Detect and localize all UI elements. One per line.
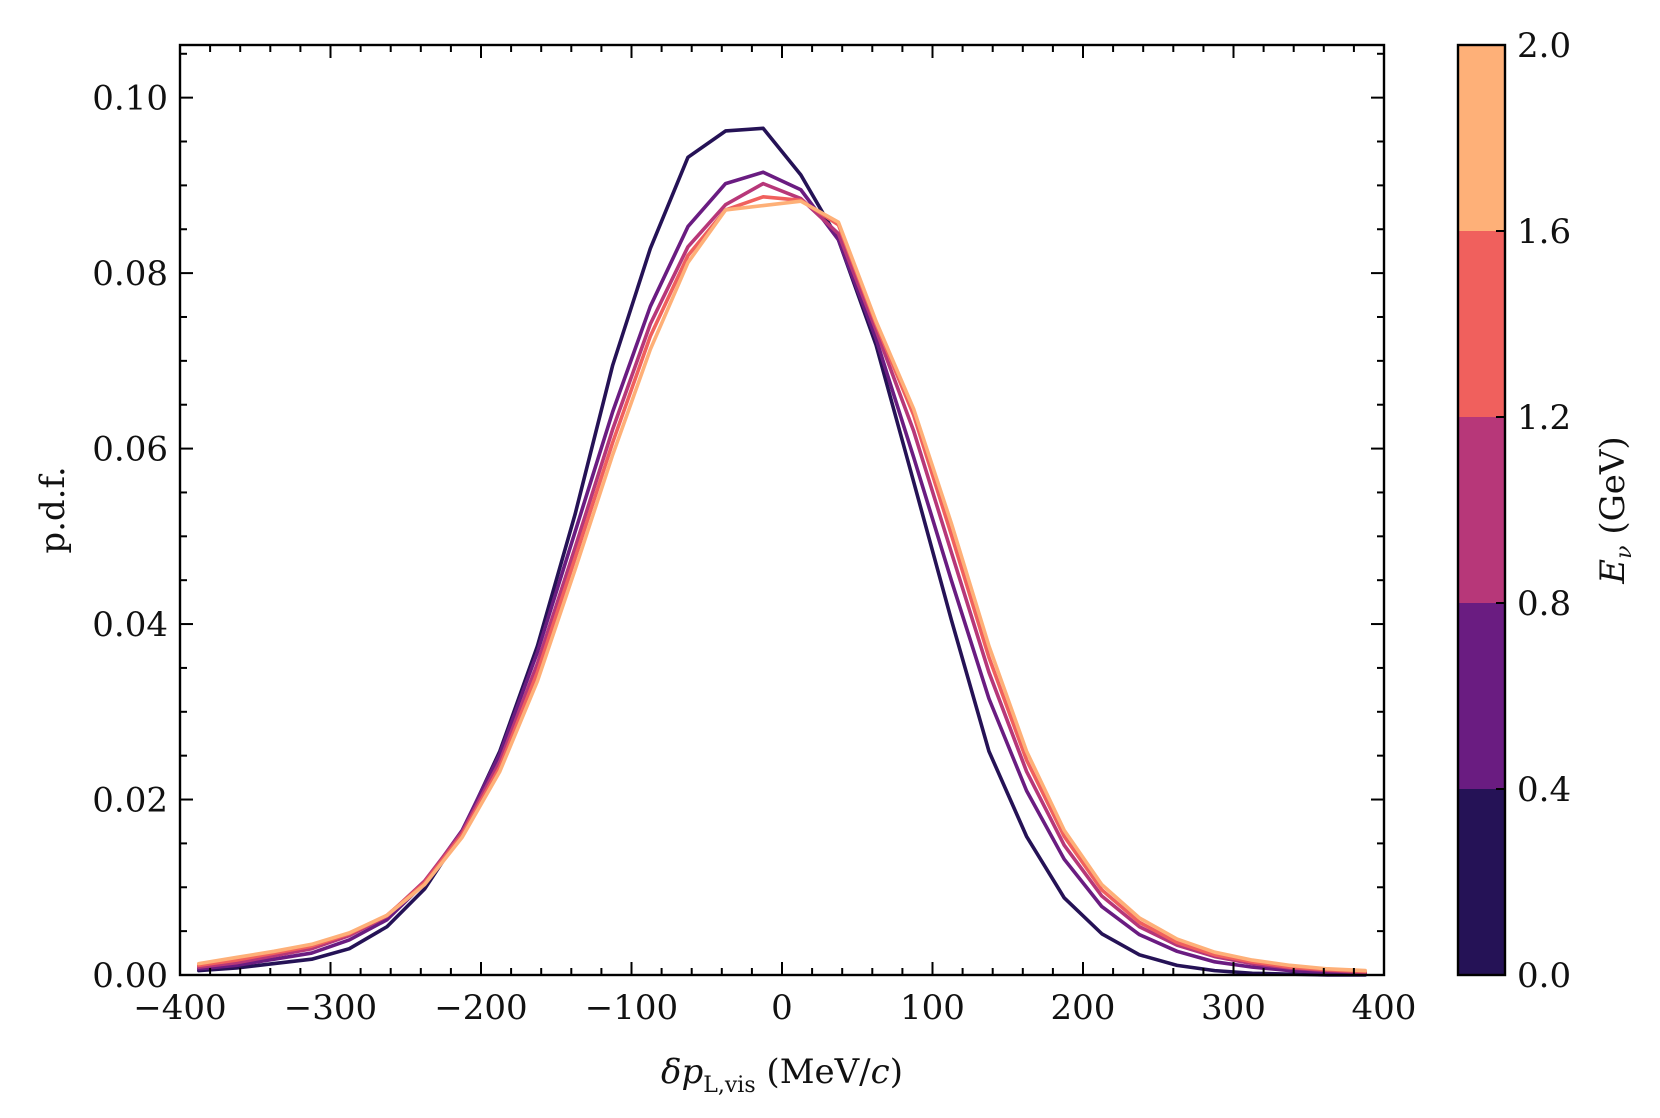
series-layer xyxy=(197,126,1367,977)
ticks-layer: −400 −300 −200 −100 0 100 200 300 400 0.00 0.02 0.0… xyxy=(92,45,1416,1028)
colorbar-segment xyxy=(1458,231,1505,417)
series-line-4 xyxy=(197,199,1367,973)
colorbar-tick-label: 2.0 xyxy=(1517,26,1571,66)
y-tick-label: 0.02 xyxy=(92,781,168,821)
y-tick-label: 0.00 xyxy=(92,956,168,996)
colorbar-tick-label: 0.0 xyxy=(1517,956,1571,996)
x-tick-label: −300 xyxy=(284,988,377,1028)
colorbar-tick-label: 0.8 xyxy=(1517,584,1571,624)
colorbar-segment xyxy=(1458,789,1505,975)
colorbar-tick-label: 1.6 xyxy=(1517,212,1571,252)
y-tick-label: 0.10 xyxy=(92,79,168,119)
colorbar-label: Eν (GeV) xyxy=(1593,436,1637,584)
x-tick-label: −100 xyxy=(585,988,678,1028)
series-line-0 xyxy=(197,126,1367,977)
x-tick-label: −200 xyxy=(434,988,527,1028)
x-tick-label: 400 xyxy=(1352,988,1417,1028)
y-tick-label: 0.06 xyxy=(92,430,168,470)
colorbar-segment xyxy=(1458,45,1505,231)
colorbar-segment xyxy=(1458,417,1505,603)
colorbar-frame xyxy=(1456,43,1507,977)
x-tick-label: 200 xyxy=(1051,988,1116,1028)
colorbar-segment xyxy=(1458,603,1505,789)
colorbar-tick-label: 0.4 xyxy=(1517,770,1571,810)
x-tick-label: −400 xyxy=(133,988,226,1028)
series-line-3 xyxy=(197,194,1367,974)
x-tick-label: 0 xyxy=(771,988,793,1028)
colorbar-tick-label: 1.2 xyxy=(1517,398,1571,438)
series-line-1 xyxy=(197,170,1367,976)
x-axis-label: δpL,vis (MeV/c) xyxy=(661,1052,903,1098)
x-tick-label: 100 xyxy=(900,988,965,1028)
y-tick-label: 0.04 xyxy=(92,605,168,645)
plot-frame xyxy=(178,43,1386,977)
y-axis-label: p.d.f. xyxy=(33,466,73,553)
series-line-2 xyxy=(197,181,1367,975)
y-tick-label: 0.08 xyxy=(92,254,168,294)
colorbar: 0.0 0.4 0.8 1.2 1.6 2.0 xyxy=(1458,26,1571,996)
x-tick-label: 300 xyxy=(1201,988,1266,1028)
